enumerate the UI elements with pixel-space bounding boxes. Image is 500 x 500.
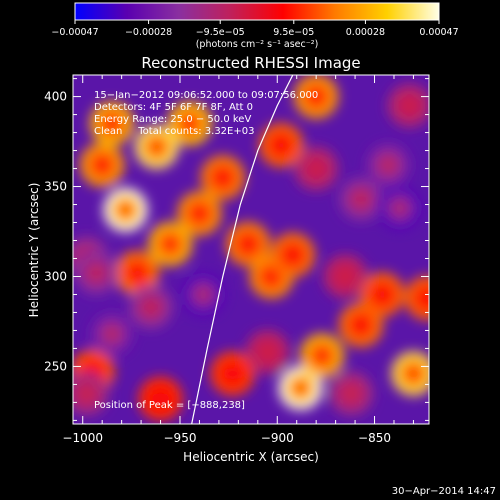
colorbar-tick-label: 0.00028: [346, 27, 385, 38]
x-tick-label: −1000: [62, 431, 103, 445]
heatmap-blob: [376, 288, 389, 301]
x-tick-label: −950: [164, 431, 197, 445]
heatmap-blob: [407, 367, 420, 380]
annotation-time-range: 15−Jan−2012 09:06:52.000 to 09:07:56.000: [94, 90, 318, 101]
y-tick-label: 250: [44, 359, 67, 373]
heatmap-blob: [354, 193, 367, 206]
colorbar-tick-label: −9.5e−05: [196, 27, 245, 38]
plot-frame: [72, 74, 430, 425]
annotation-detectors: Detectors: 4F 5F 6F 7F 8F, Att 0: [94, 102, 253, 113]
heatmap-blob: [345, 387, 358, 400]
chart-title: Reconstructed RHESSI Image: [141, 54, 360, 72]
heatmap-blob: [96, 158, 109, 171]
heatmap-blob: [339, 270, 352, 283]
heatmap-blob: [105, 117, 118, 130]
plot-area: −1000 −950 −900 −850 250 300 350 400: [44, 74, 430, 445]
annotation-block: 15−Jan−2012 09:06:52.000 to 09:07:56.000…: [94, 90, 318, 137]
annotation-clean-counts: Clean Total counts: 3.32E+03: [94, 126, 254, 137]
heatmap-blob: [265, 270, 278, 283]
heatmap-blob: [119, 203, 132, 216]
colorbar-tick-label: −0.00047: [51, 27, 98, 38]
heatmap-layer: [73, 75, 429, 421]
heatmap-blob: [310, 90, 323, 103]
heatmap-blob: [421, 292, 429, 305]
footer-date: 30−Apr−2014 14:47: [392, 486, 496, 497]
heatmap-blob: [393, 202, 406, 215]
colorbar-tick-label: 0.00047: [419, 27, 458, 38]
y-tick-label: 350: [44, 180, 67, 194]
solar-limb-arc: [191, 75, 294, 424]
x-tick-label: −900: [261, 431, 294, 445]
heatmap-blob: [164, 238, 177, 251]
heatmap-blob: [294, 382, 307, 395]
heatmap-blob: [193, 207, 206, 220]
colorbar-gradient: [74, 2, 440, 21]
x-axis-label: Heliocentric X (arcsec): [183, 450, 319, 464]
colorbar-tick-label: −0.00028: [125, 27, 172, 38]
heatmap-blob: [316, 349, 329, 362]
heatmap-blob: [197, 288, 210, 301]
heatmap-blob: [144, 301, 157, 314]
heatmap-blob: [275, 139, 288, 152]
heatmap-blob: [382, 158, 395, 171]
colorbar-unit-label: (photons cm⁻² s⁻¹ asec⁻²): [196, 39, 319, 50]
heatmap-blob: [183, 117, 196, 130]
colorbar-tick-label: 9.5e−05: [273, 27, 314, 38]
heatmap-blob: [150, 140, 163, 153]
axis-ticks: −1000 −950 −900 −850 250 300 350 400: [44, 75, 429, 445]
colorbar-ticks: −0.00047 −0.00028 −9.5e−05 9.5e−05 0.00028 0.…: [51, 20, 459, 38]
peak-position-label: Position of Peak = [−888,238]: [94, 400, 245, 411]
heatmap-blob: [261, 346, 274, 359]
y-axis-label: Heliocentric Y (arcsec): [27, 183, 41, 318]
heatmap-blob: [286, 248, 299, 261]
heatmap-blob: [90, 266, 103, 279]
heatmap-blob: [403, 99, 416, 112]
y-tick-label: 400: [44, 90, 67, 104]
heatmap-blob: [226, 367, 239, 380]
heatmap-blob: [131, 266, 144, 279]
heatmap-blob: [154, 392, 167, 405]
heatmap-blob: [80, 387, 93, 400]
heatmap-blob: [242, 238, 255, 251]
x-tick-label: −850: [358, 431, 391, 445]
heatmap-blob: [216, 171, 229, 184]
heatmap-blob: [354, 319, 367, 332]
heatmap-blob: [310, 162, 323, 175]
heatmap-blob: [105, 328, 118, 341]
annotation-energy-range: Energy Range: 25.0 − 50.0 keV: [94, 114, 251, 125]
colorbar: −0.00047 −0.00028 −9.5e−05 9.5e−05 0.00028 0.…: [51, 2, 459, 50]
y-tick-label: 300: [44, 269, 67, 283]
